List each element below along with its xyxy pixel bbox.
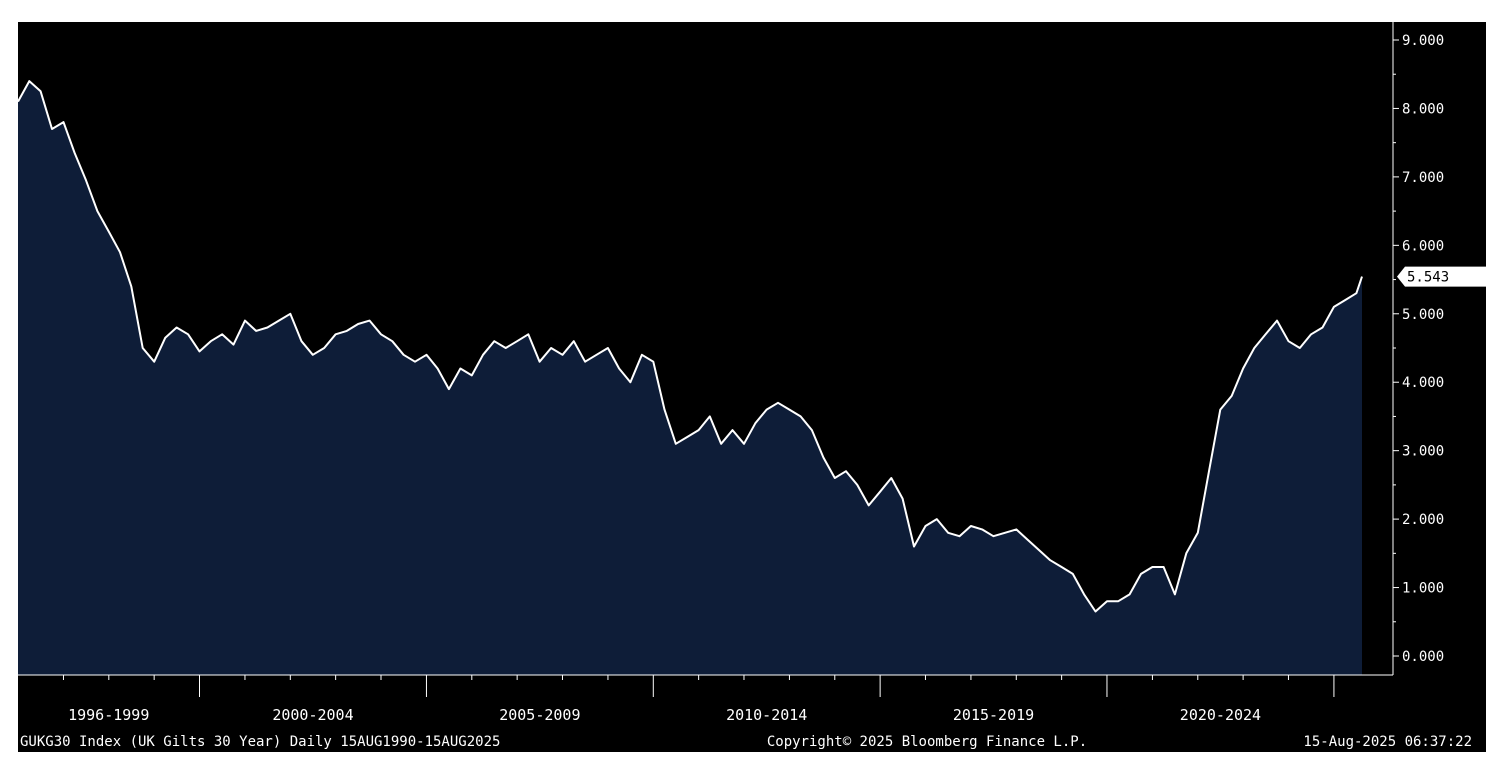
x-tick-label: 2020-2024 [1180, 706, 1261, 724]
y-tick-label: 1.000 [1402, 581, 1444, 597]
plot-area [17, 80, 1363, 676]
series-area [18, 81, 1362, 676]
y-tick-label: 4.000 [1402, 375, 1444, 391]
series-line [17, 80, 1363, 613]
x-axis: 1996-1999 2000-2004 2005-2009 2010-2014 2015… [18, 674, 1393, 724]
footer: GUKG30 Index (UK Gilts 30 Year) Daily 15… [20, 734, 1472, 750]
y-tick-label: 2.000 [1402, 512, 1444, 528]
y-tick-label: 0.000 [1402, 649, 1444, 665]
x-tick-label: 2005-2009 [499, 706, 580, 724]
y-tick-label: 7.000 [1402, 170, 1444, 186]
footer-copyright: Copyright© 2025 Bloomberg Finance L.P. [767, 734, 1087, 750]
footer-security-info: GUKG30 Index (UK Gilts 30 Year) Daily 15… [20, 734, 500, 750]
x-tick-label: 1996-1999 [68, 706, 149, 724]
y-axis: 9.000 8.000 7.000 6.000 5.000 4.000 3.000 2.000… [1392, 22, 1486, 675]
last-value-callout [1397, 266, 1486, 287]
x-tick-label: 2000-2004 [272, 706, 353, 724]
y-tick-label: 9.000 [1402, 33, 1444, 49]
y-tick-label: 5.000 [1402, 307, 1444, 323]
x-tick-label: 2010-2014 [726, 706, 807, 724]
y-tick-label: 8.000 [1402, 101, 1444, 117]
y-tick-label: 6.000 [1402, 238, 1444, 254]
last-value-label: 5.543 [1407, 270, 1449, 286]
y-tick-label: 3.000 [1402, 444, 1444, 460]
x-tick-label: 2015-2019 [953, 706, 1034, 724]
footer-timestamp: 15-Aug-2025 06:37:22 [1303, 734, 1472, 750]
